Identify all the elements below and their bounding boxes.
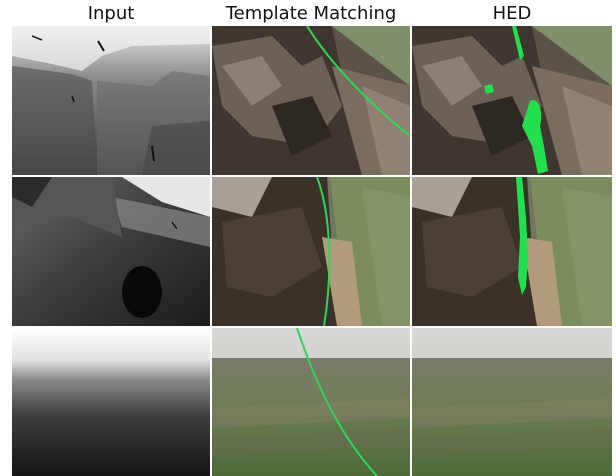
column-title-input: Input [87,3,135,24]
row1-hed-image [412,26,612,175]
row2-input-depth-image [12,177,210,326]
row1-template-matching-image [212,26,410,175]
row2-template-matching-image [212,177,410,326]
column-title-template-matching: Template Matching [225,3,397,24]
row2-hed-image [412,177,612,326]
column-title-hed: HED [492,3,532,24]
row3-hed-image [412,328,612,476]
row3-input-depth-image [12,328,210,476]
row1-input-depth-image [12,26,210,175]
row3-template-matching-image [212,328,410,476]
